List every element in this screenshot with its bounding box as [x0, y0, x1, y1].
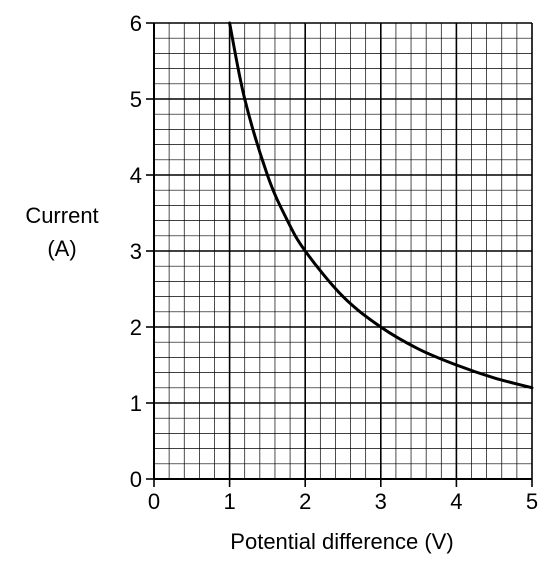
y-tick-label: 4	[130, 163, 142, 188]
x-tick-label: 4	[450, 489, 462, 514]
x-axis-label: Potential difference (V)	[230, 529, 453, 554]
y-axis-label-line-1: Current	[25, 203, 98, 228]
x-tick-label: 5	[526, 489, 538, 514]
y-tick-label: 5	[130, 87, 142, 112]
tick-labels: 0 1 2 3 4 5 6 0 1 2 3 4 5	[130, 11, 538, 514]
y-axis-label-line-2: (A)	[47, 236, 76, 261]
series-line-0	[228, 21, 534, 390]
y-tick-label: 0	[130, 467, 142, 492]
chart-axes	[146, 22, 533, 487]
y-tick-label: 2	[130, 315, 142, 340]
y-tick-label: 1	[130, 391, 142, 416]
x-tick-label: 2	[299, 489, 311, 514]
x-tick-label: 0	[148, 489, 160, 514]
chart-grid	[153, 22, 533, 480]
y-tick-label: 6	[130, 11, 142, 36]
data-series	[228, 21, 534, 390]
y-tick-label: 3	[130, 239, 142, 264]
x-tick-label: 1	[223, 489, 235, 514]
x-tick-label: 3	[375, 489, 387, 514]
